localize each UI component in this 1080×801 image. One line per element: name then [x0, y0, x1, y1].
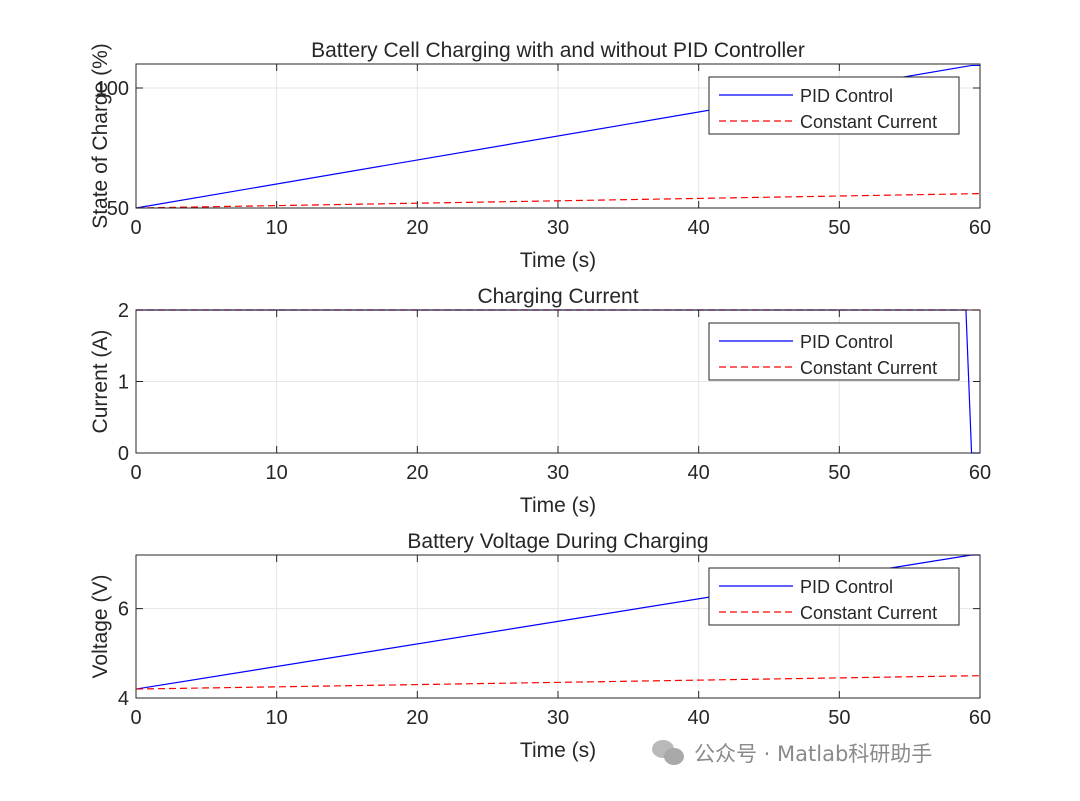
- x-tick-label: 60: [969, 707, 991, 729]
- y-tick-label: 1: [118, 372, 129, 394]
- y-tick-label: 2: [118, 300, 129, 322]
- x-tick-label: 50: [828, 462, 850, 484]
- series-line-constant-current: [135, 675, 981, 690]
- legend-label: Constant Current: [800, 112, 937, 132]
- subplot-2: 0 10 20 30 40 50 60 0 1 2 Charging Current Time (s)…: [89, 285, 991, 517]
- x-tick-label: 40: [688, 462, 710, 484]
- x-tick-label: 0: [130, 462, 141, 484]
- x-tick-label: 10: [266, 462, 288, 484]
- legend-box: [708, 567, 960, 626]
- x-tick-label: 40: [688, 217, 710, 239]
- watermark-text: 公众号 · Matlab科研助手: [694, 742, 933, 766]
- x-tick-label: 30: [547, 462, 569, 484]
- x-axis-label: Time (s): [520, 494, 596, 517]
- chart-title: Battery Cell Charging with and without P…: [311, 39, 805, 62]
- legend-label: PID Control: [800, 332, 893, 352]
- subplot-1: 0 10 20 30 40 50 60 50 100 Battery Cell Charging …: [89, 39, 991, 272]
- y-tick-label: 50: [107, 198, 129, 220]
- x-tick-label: 20: [406, 707, 428, 729]
- legend-label: PID Control: [800, 86, 893, 106]
- y-tick-label: 0: [118, 443, 129, 465]
- legend-label: PID Control: [800, 577, 893, 597]
- series-line-pid-control: [135, 64, 980, 209]
- legend-label: Constant Current: [800, 358, 937, 378]
- legend: PID Control Constant Current: [708, 567, 960, 626]
- x-tick-label: 20: [406, 217, 428, 239]
- x-tick-label: 30: [547, 217, 569, 239]
- legend-box: [708, 76, 960, 135]
- y-axis-label: Current (A): [89, 330, 112, 434]
- legend: PID Control Constant Current: [708, 76, 960, 135]
- x-tick-label: 60: [969, 462, 991, 484]
- x-tick-label: 30: [547, 707, 569, 729]
- x-tick-label: 0: [130, 707, 141, 729]
- legend-box: [708, 322, 960, 381]
- legend-label: Constant Current: [800, 603, 937, 623]
- x-tick-label: 50: [828, 217, 850, 239]
- x-tick-label: 40: [688, 707, 710, 729]
- wechat-icon: [652, 738, 686, 768]
- watermark: 公众号 · Matlab科研助手: [652, 738, 932, 768]
- x-tick-label: 0: [130, 217, 141, 239]
- subplot-3: 0 10 20 30 40 50 60 4 6 Battery Voltage During Ch…: [89, 530, 991, 762]
- y-tick-label: 100: [96, 78, 129, 100]
- y-tick-label: 4: [118, 688, 129, 710]
- x-axis-label: Time (s): [520, 739, 596, 762]
- chart-title: Charging Current: [477, 285, 638, 308]
- y-tick-label: 6: [118, 599, 129, 621]
- legend: PID Control Constant Current: [708, 322, 960, 381]
- y-axis-label: State of Charge (%): [89, 43, 112, 229]
- x-tick-label: 10: [266, 707, 288, 729]
- series-line-constant-current: [135, 193, 981, 209]
- x-tick-label: 20: [406, 462, 428, 484]
- chart-title: Battery Voltage During Charging: [407, 530, 708, 553]
- x-tick-label: 50: [828, 707, 850, 729]
- x-tick-label: 60: [969, 217, 991, 239]
- y-axis-label: Voltage (V): [89, 575, 112, 679]
- x-tick-label: 10: [266, 217, 288, 239]
- x-axis-label: Time (s): [520, 249, 596, 272]
